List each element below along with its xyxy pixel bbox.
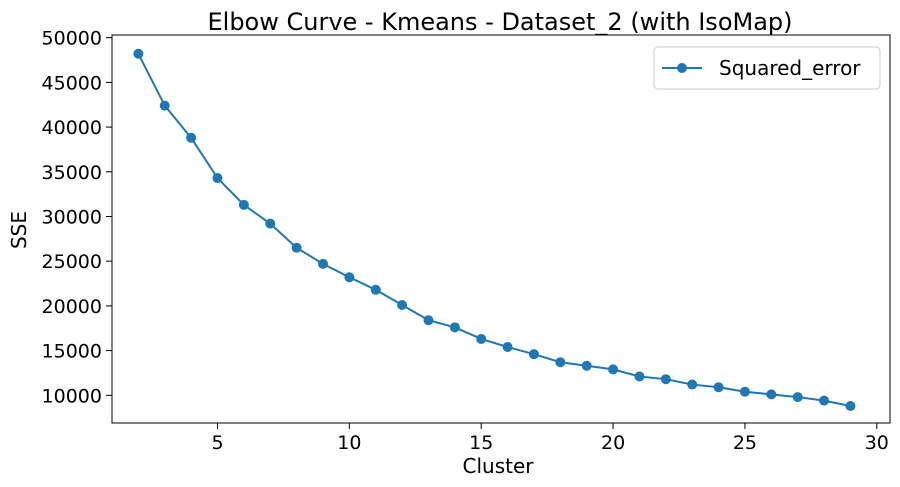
data-point xyxy=(528,349,539,360)
data-point xyxy=(212,173,223,184)
data-point xyxy=(845,401,856,412)
y-tick-label: 25000 xyxy=(42,251,102,273)
data-point xyxy=(581,360,592,371)
x-tick-label: 5 xyxy=(211,432,223,454)
legend-marker xyxy=(677,63,687,73)
x-axis-ticks: 5 10 15 20 25 30 xyxy=(211,423,889,454)
x-tick-label: 10 xyxy=(337,432,361,454)
data-point xyxy=(133,48,144,59)
data-point xyxy=(555,357,566,368)
x-tick-label: 20 xyxy=(601,432,625,454)
y-axis-ticks: 10000 15000 20000 25000 30000 35000 40000 45000… xyxy=(42,28,112,407)
data-point xyxy=(634,371,645,382)
data-point xyxy=(397,299,408,310)
data-point xyxy=(265,218,276,229)
data-point xyxy=(687,379,698,390)
data-point xyxy=(344,272,355,283)
series-line-squared-error xyxy=(137,53,851,407)
legend: Squared_error xyxy=(653,46,881,90)
plot-area: 5 10 15 20 25 30 10000 15000 20000 25000 30000 350… xyxy=(42,28,891,454)
y-tick-label: 50000 xyxy=(42,28,102,50)
data-point xyxy=(423,315,434,326)
y-tick-label: 45000 xyxy=(42,72,102,94)
data-point xyxy=(819,395,830,406)
data-point xyxy=(476,333,487,344)
x-tick-label: 15 xyxy=(469,432,493,454)
y-tick-label: 20000 xyxy=(42,296,102,318)
y-tick-label: 30000 xyxy=(42,206,102,228)
x-axis-title: Cluster xyxy=(463,454,535,478)
x-tick-label: 30 xyxy=(865,432,889,454)
data-point xyxy=(291,242,302,253)
plot-frame xyxy=(111,34,891,424)
y-tick-label: 35000 xyxy=(42,162,102,184)
y-axis-title: SSE xyxy=(7,211,31,249)
y-tick-label: 40000 xyxy=(42,117,102,139)
y-tick-label: 10000 xyxy=(42,385,102,407)
data-point xyxy=(792,392,803,403)
data-point xyxy=(159,100,170,111)
data-point xyxy=(502,342,513,353)
x-tick-label: 25 xyxy=(733,432,757,454)
data-point xyxy=(660,374,671,385)
legend-box xyxy=(653,46,881,90)
chart-title: Elbow Curve - Kmeans - Dataset_2 (with I… xyxy=(207,8,792,36)
data-point xyxy=(238,199,249,210)
data-point xyxy=(370,284,381,295)
data-point xyxy=(766,389,777,400)
data-point xyxy=(608,364,619,375)
data-point xyxy=(739,386,750,397)
data-point xyxy=(186,132,197,143)
legend-label: Squared_error xyxy=(719,56,861,80)
y-tick-label: 15000 xyxy=(42,341,102,363)
data-point xyxy=(713,382,724,393)
series-points xyxy=(133,48,856,412)
data-point xyxy=(317,258,328,269)
data-point xyxy=(449,322,460,333)
